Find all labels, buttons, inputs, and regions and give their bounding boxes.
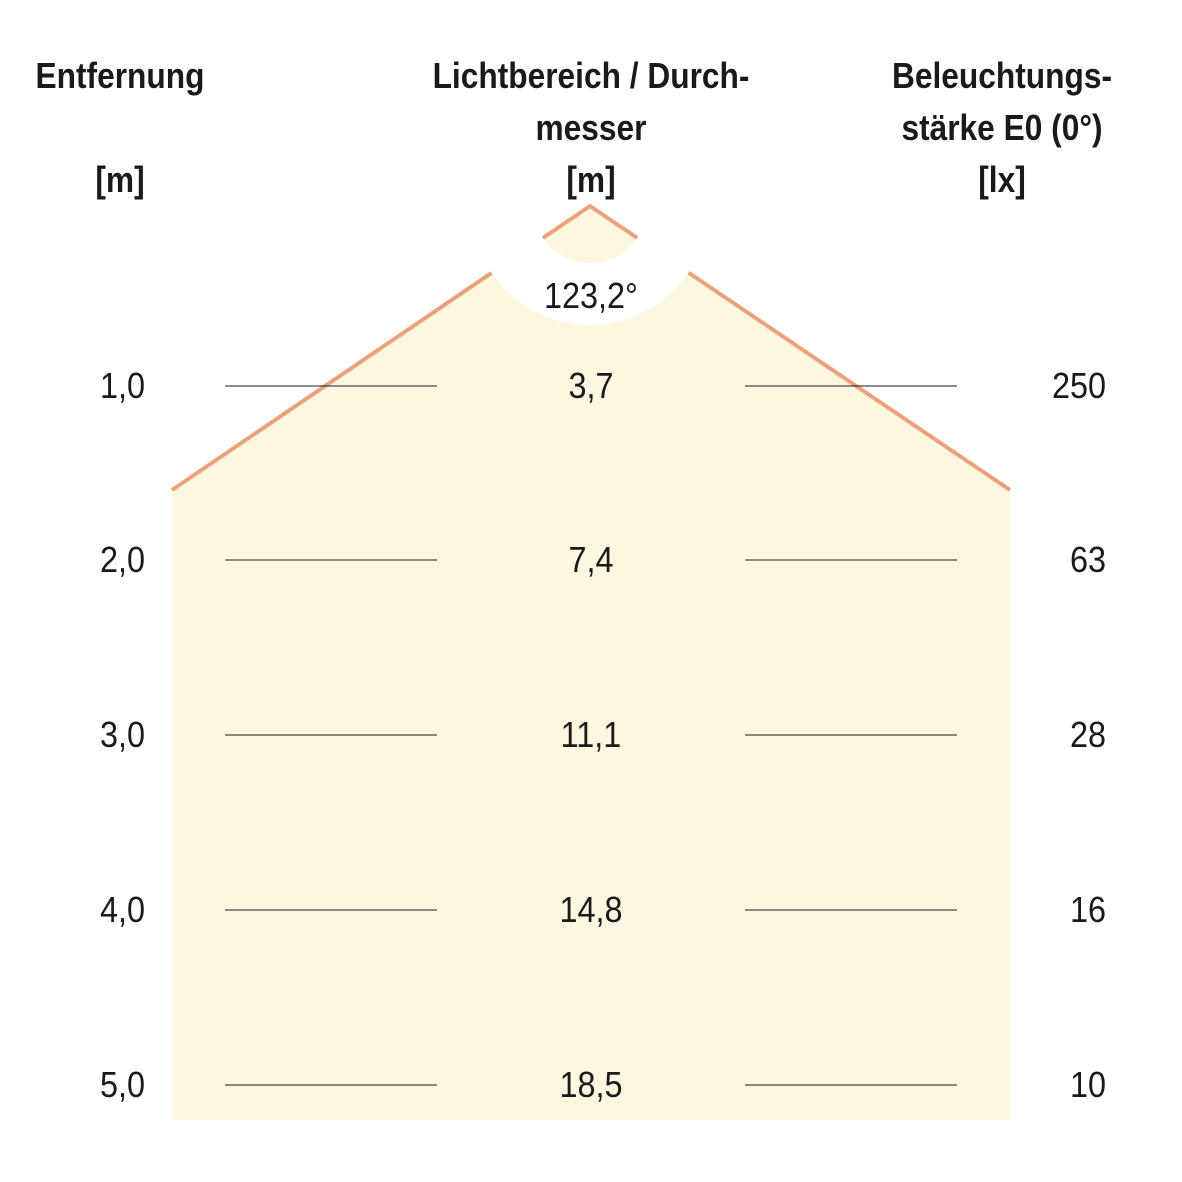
row-distance-value: 3,0 xyxy=(99,714,145,755)
row-illuminance-value: 16 xyxy=(1069,889,1106,930)
header-illuminance-label-2: stärke E0 (0°) xyxy=(901,107,1103,148)
beam-cone xyxy=(172,206,1010,1120)
row-distance-value: 1,0 xyxy=(99,365,145,406)
beam-angle-label: 123,2° xyxy=(543,275,639,316)
row-distance-value: 4,0 xyxy=(99,889,145,930)
row-illuminance-value: 28 xyxy=(1069,714,1106,755)
header-illuminance: Beleuchtungs- stärke E0 (0°) [lx] xyxy=(870,50,1134,206)
header-diameter-label-1: Lichtbereich / Durch- xyxy=(432,55,750,96)
header-diameter: Lichtbereich / Durch- messer [m] xyxy=(415,50,767,206)
header-distance: Entfernung [m] xyxy=(32,50,208,206)
row-diameter-value: 3,7 xyxy=(568,365,614,406)
row-diameter-value: 11,1 xyxy=(560,714,622,755)
row-diameter-value: 14,8 xyxy=(559,889,623,930)
row-distance-value: 2,0 xyxy=(99,539,145,580)
header-diameter-unit: [m] xyxy=(566,159,616,200)
row-illuminance-value: 63 xyxy=(1069,539,1106,580)
row-diameter-value: 7,4 xyxy=(568,539,614,580)
header-illuminance-label-1: Beleuchtungs- xyxy=(891,55,1112,96)
row-illuminance-value: 250 xyxy=(1051,365,1106,406)
row-diameter-value: 18,5 xyxy=(559,1064,623,1105)
row-illuminance-value: 10 xyxy=(1069,1064,1106,1105)
header-illuminance-unit: [lx] xyxy=(978,159,1026,200)
header-diameter-label-2: messer xyxy=(535,107,647,148)
header-distance-unit: [m] xyxy=(95,159,145,200)
header-distance-label: Entfernung xyxy=(35,55,205,96)
beam-edge-lines xyxy=(170,203,1012,492)
angle-arc-gap xyxy=(471,87,709,325)
row-distance-value: 5,0 xyxy=(99,1064,145,1105)
